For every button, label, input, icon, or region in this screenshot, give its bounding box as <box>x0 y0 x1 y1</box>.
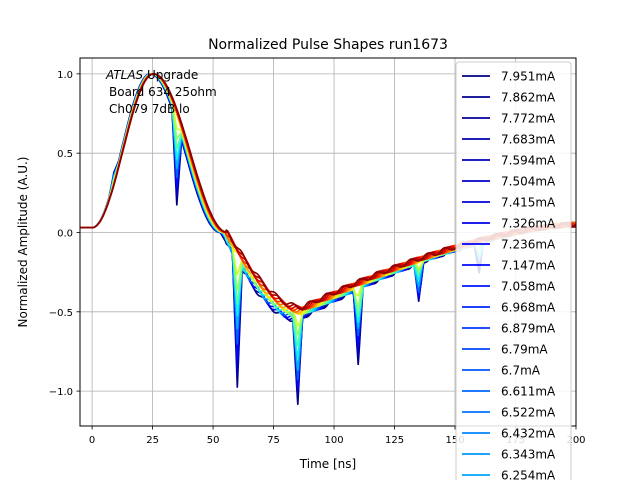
annotation-line-2: Board 634 25ohm <box>109 85 217 99</box>
x-tick-label: 200 <box>566 435 585 446</box>
legend-label: 6.7mA <box>501 364 541 378</box>
y-tick-label: 0.5 <box>57 149 73 160</box>
legend-label: 7.772mA <box>501 112 556 126</box>
x-tick-label: 25 <box>146 435 159 446</box>
legend-label: 7.058mA <box>501 280 556 294</box>
legend-label: 6.432mA <box>501 427 556 441</box>
legend-label: 7.951mA <box>501 70 556 84</box>
legend-label: 7.415mA <box>501 196 556 210</box>
atlas-annotation: ATLAS Upgrade Board 634 25ohm Ch079 7dB … <box>105 68 217 116</box>
y-tick-label: 0.0 <box>57 228 73 239</box>
x-tick-label: 50 <box>207 435 220 446</box>
legend: 7.951mA 7.862mA 7.772mA 7.683mA 7.594mA 7.504… <box>455 61 572 480</box>
x-tick-label: 75 <box>267 435 280 446</box>
y-tick-label: 1.0 <box>57 70 73 81</box>
legend-label: 7.504mA <box>501 175 556 189</box>
plot-frame <box>79 57 577 427</box>
legend-label: 7.236mA <box>501 238 556 252</box>
annotation-upgrade: Upgrade <box>143 68 198 82</box>
y-tick-label: −1.0 <box>49 387 73 398</box>
legend-label: 7.683mA <box>501 133 556 147</box>
x-tick-label: 125 <box>385 435 404 446</box>
x-tick-label: 100 <box>325 435 344 446</box>
legend-box <box>455 61 572 480</box>
legend-label: 6.879mA <box>501 322 556 336</box>
chart-title: Normalized Pulse Shapes run1673 <box>208 37 448 53</box>
annotation-line-1: ATLAS Upgrade <box>105 68 198 82</box>
legend-label: 6.343mA <box>501 448 556 462</box>
legend-label: 6.611mA <box>501 385 556 399</box>
annotation-atlas: ATLAS <box>105 68 144 82</box>
legend-label: 6.254mA <box>501 469 556 480</box>
legend-label: 7.326mA <box>501 217 556 231</box>
y-tick-label: −0.5 <box>49 308 73 319</box>
legend-label: 7.594mA <box>501 154 556 168</box>
legend-label: 7.862mA <box>501 91 556 105</box>
x-tick-label: 150 <box>445 435 464 446</box>
y-axis-label: Normalized Amplitude (A.U.) <box>16 157 30 328</box>
x-tick-label: 0 <box>89 435 95 446</box>
legend-label: 6.968mA <box>501 301 556 315</box>
legend-label: 6.522mA <box>501 406 556 420</box>
x-axis-label: Time [ns] <box>299 457 356 471</box>
legend-label: 6.79mA <box>501 343 548 357</box>
annotation-line-3: Ch079 7dB lo <box>109 102 190 116</box>
legend-label: 7.147mA <box>501 259 556 273</box>
